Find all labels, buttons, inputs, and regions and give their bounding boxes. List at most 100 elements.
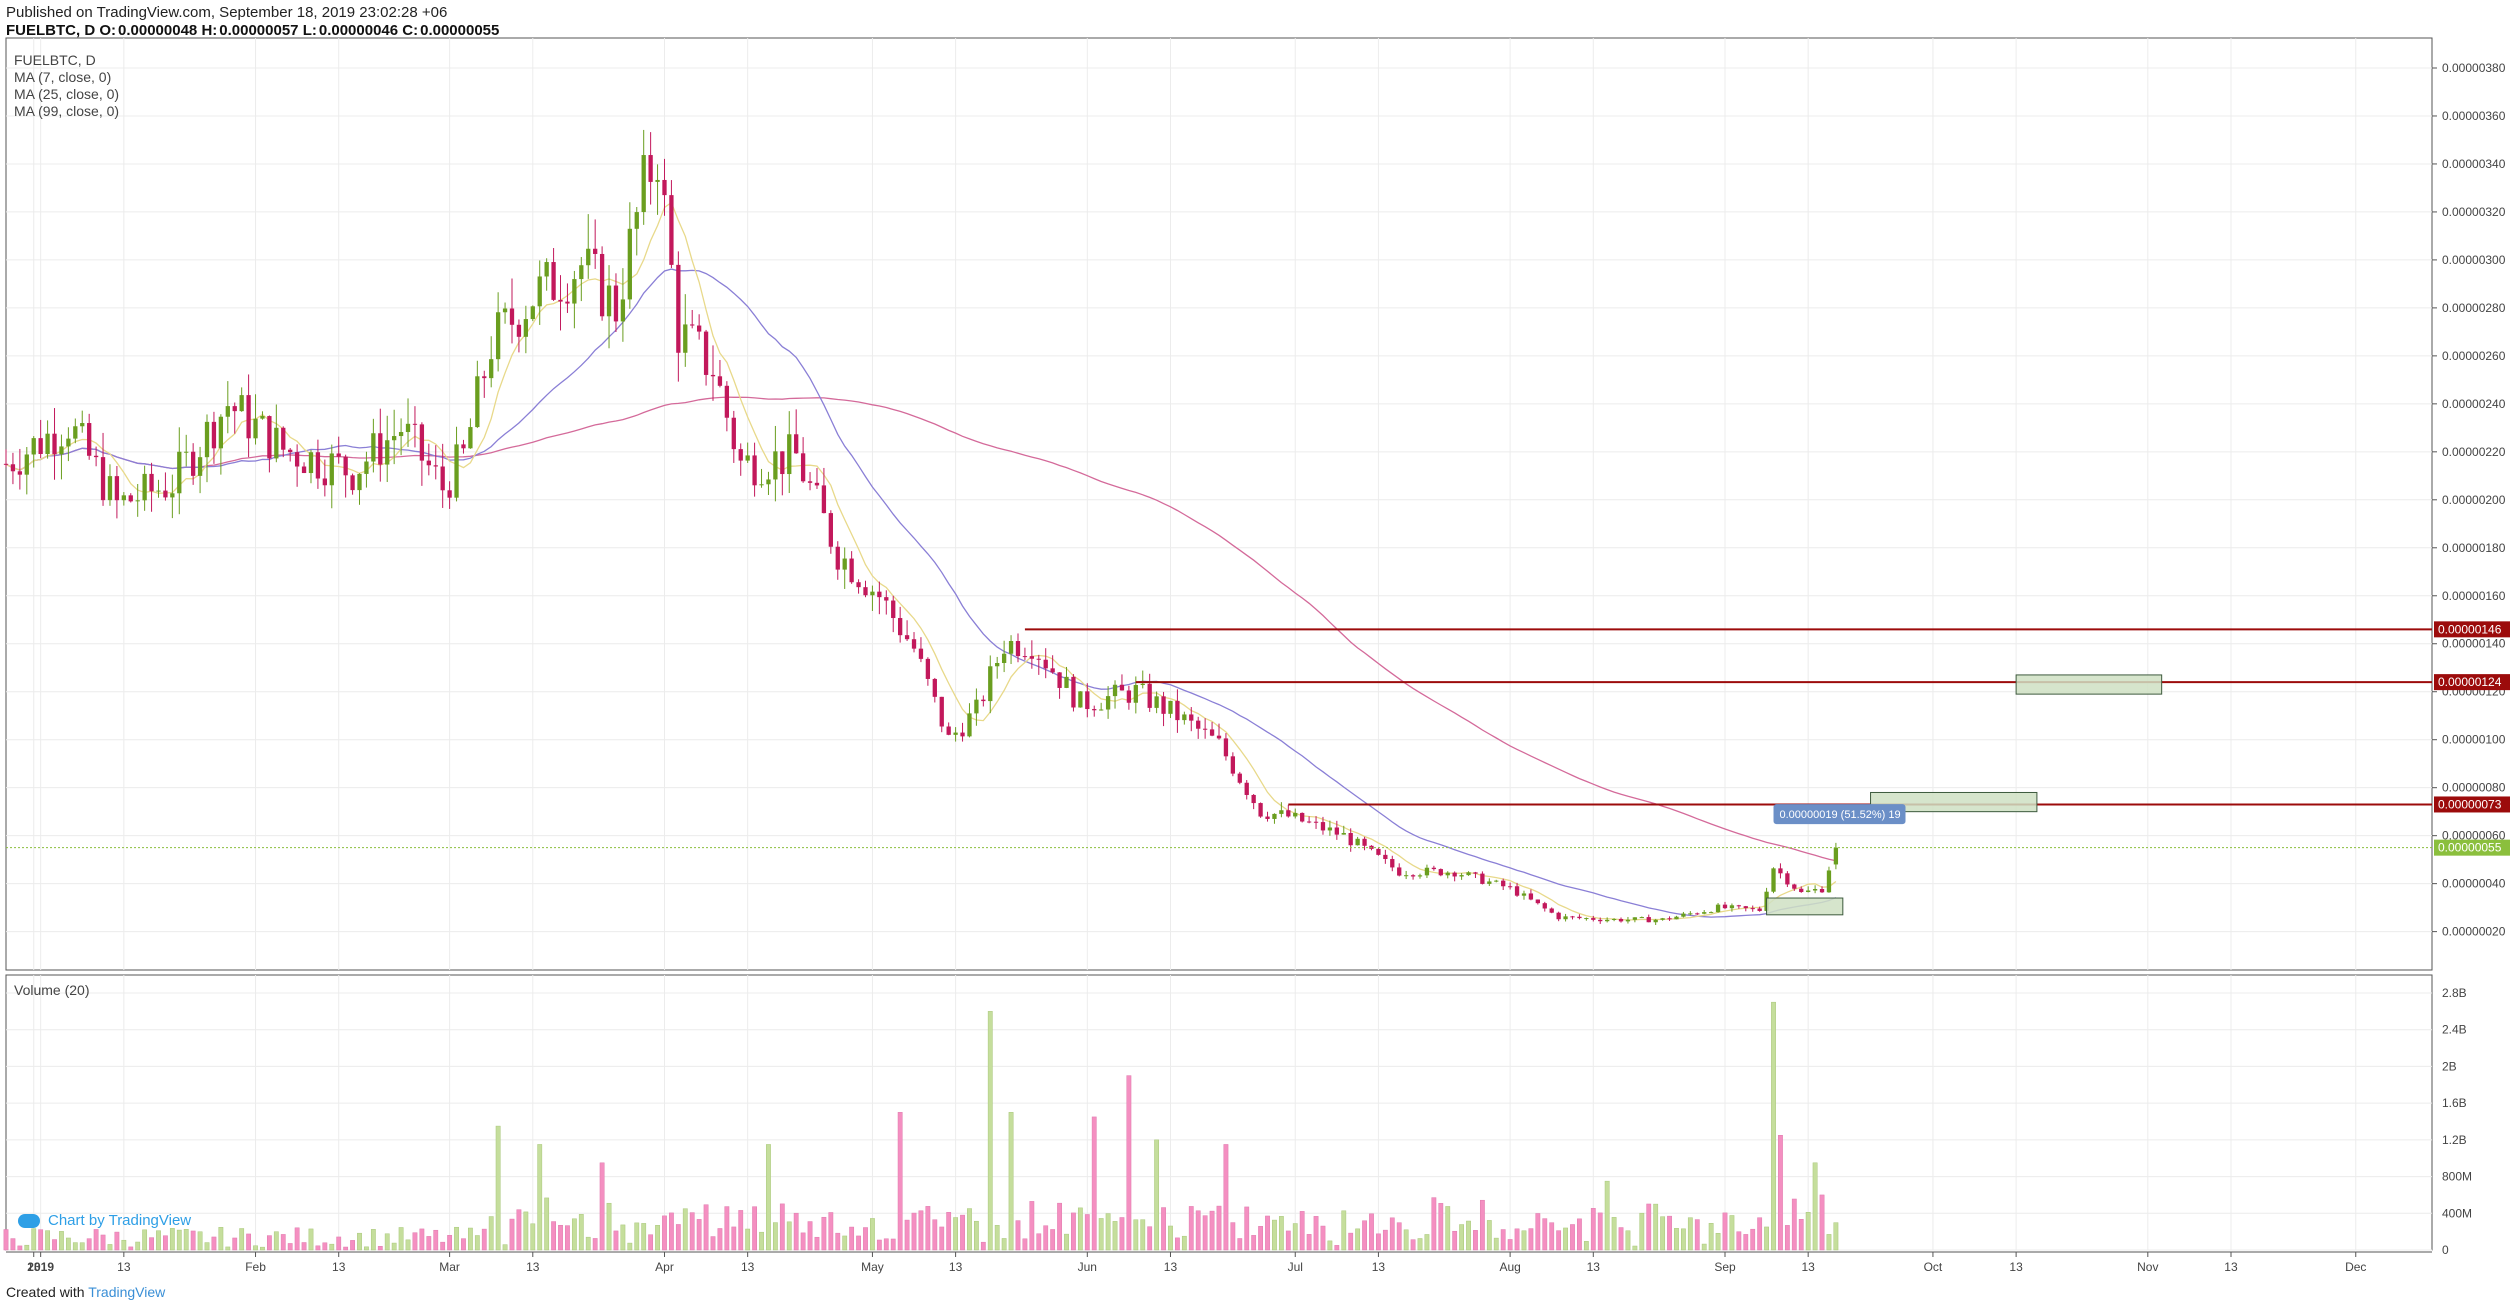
volume-bar: [246, 1233, 251, 1251]
last-price-tag: [2434, 839, 2510, 856]
legend-ma25[interactable]: MA (25, close, 0): [14, 86, 120, 102]
volume-bar: [502, 1244, 508, 1251]
candle-body: [953, 732, 958, 735]
candle-body: [419, 424, 425, 461]
volume-bar: [731, 1226, 737, 1251]
volume-bar: [918, 1210, 924, 1251]
candle-body: [683, 324, 688, 353]
volume-bar: [1452, 1230, 1458, 1251]
volume-bar: [1445, 1206, 1451, 1251]
volume-bar: [1077, 1207, 1083, 1251]
candle-body: [281, 427, 286, 450]
time-tick-label: Mar: [439, 1260, 460, 1274]
candle-body: [364, 461, 369, 474]
volume-bar: [606, 1202, 612, 1251]
level-price-label: 0.00000146: [2438, 622, 2502, 636]
volume-bar: [987, 1011, 993, 1251]
candle-body: [343, 456, 348, 476]
candle-body: [558, 299, 563, 302]
candle-body: [1605, 919, 1610, 922]
open-value: 0.00000048: [118, 22, 198, 39]
volume-bar: [1029, 1201, 1035, 1251]
tradingview-watermark[interactable]: Chart by TradingView: [18, 1212, 191, 1229]
volume-bar: [1778, 1135, 1783, 1251]
legend-ma7[interactable]: MA (7, close, 0): [14, 69, 112, 85]
volume-bar: [1826, 1234, 1832, 1251]
volume-bar: [1431, 1197, 1437, 1251]
volume-bar: [1389, 1217, 1395, 1251]
candle-body: [1549, 908, 1554, 913]
candle-body: [1556, 912, 1561, 920]
candle-body: [565, 301, 570, 304]
volume-bar: [468, 1227, 473, 1251]
candle-body: [1535, 899, 1540, 904]
volume-bar: [1362, 1220, 1367, 1251]
volume-bar: [960, 1214, 965, 1251]
candle-body: [939, 696, 944, 727]
volume-bar: [828, 1212, 834, 1251]
volume-bar: [343, 1246, 349, 1251]
volume-bar: [1140, 1219, 1146, 1251]
legend-ma99[interactable]: MA (99, close, 0): [14, 103, 120, 119]
volume-bar: [1147, 1226, 1153, 1251]
ohlc-line: FUELBTC, D O: 0.00000048 H: 0.00000057 L: 0…: [6, 22, 499, 39]
volume-bar: [807, 1221, 813, 1251]
volume-bar: [273, 1231, 279, 1251]
volume-bar: [253, 1245, 258, 1251]
volume-legend[interactable]: Volume (20): [14, 982, 90, 998]
volume-bar: [745, 1228, 751, 1251]
volume-bar: [364, 1246, 369, 1251]
candle-body: [1168, 700, 1173, 714]
candle-body: [1584, 918, 1589, 920]
credit-prefix: Created with: [6, 1284, 85, 1300]
candle-body: [274, 427, 279, 459]
volume-bar: [772, 1222, 778, 1251]
candle-body: [1653, 919, 1658, 923]
candle-body: [911, 639, 917, 649]
volume-bar: [461, 1238, 466, 1251]
candle-body: [1660, 918, 1665, 920]
candle-body: [461, 444, 466, 449]
volume-bar: [1126, 1075, 1132, 1251]
volume-tick-label: 1.6B: [2442, 1096, 2467, 1110]
volume-bar: [1265, 1215, 1270, 1251]
volume-bar: [1188, 1206, 1194, 1251]
price-tick-label: 0.00000360: [2442, 109, 2506, 123]
volume-bar: [204, 1242, 210, 1251]
candle-body: [1175, 700, 1180, 721]
candle-body: [516, 324, 522, 337]
volume-bar: [495, 1125, 501, 1251]
volume-tick-label: 2.8B: [2442, 986, 2467, 1000]
volume-bar: [904, 1219, 910, 1251]
volume-bar: [1098, 1218, 1104, 1251]
candle-body: [745, 455, 750, 461]
volume-bar: [79, 1242, 85, 1251]
legend-symbol[interactable]: FUELBTC, D: [14, 52, 96, 68]
volume-bar: [176, 1229, 182, 1251]
candle-body: [1161, 696, 1166, 714]
price-tick-label: 0.00000380: [2442, 61, 2506, 75]
price-tick-label: 0.00000280: [2442, 301, 2506, 315]
credit-brand[interactable]: TradingView: [88, 1284, 166, 1300]
candle-body: [1355, 838, 1360, 846]
volume-bar: [481, 1228, 487, 1251]
candle-body: [329, 453, 334, 486]
time-tick-label: Aug: [1499, 1260, 1520, 1274]
candle-body: [80, 423, 85, 427]
volume-bar: [682, 1208, 688, 1251]
candle-body: [1209, 729, 1215, 736]
candle-body: [1334, 827, 1339, 835]
volume-bar: [1133, 1219, 1139, 1251]
candle-body: [350, 475, 355, 491]
volume-bar: [433, 1229, 439, 1251]
volume-bar: [1008, 1112, 1014, 1251]
price-tick-label: 0.00000160: [2442, 589, 2506, 603]
candle-body: [211, 421, 217, 449]
close-label: C:: [402, 22, 419, 39]
volume-bar: [1757, 1217, 1763, 1251]
price-tick-label: 0.00000300: [2442, 253, 2506, 267]
candle-body: [3, 463, 9, 465]
time-tick-label: Dec: [2345, 1260, 2366, 1274]
volume-bar: [1653, 1203, 1659, 1251]
